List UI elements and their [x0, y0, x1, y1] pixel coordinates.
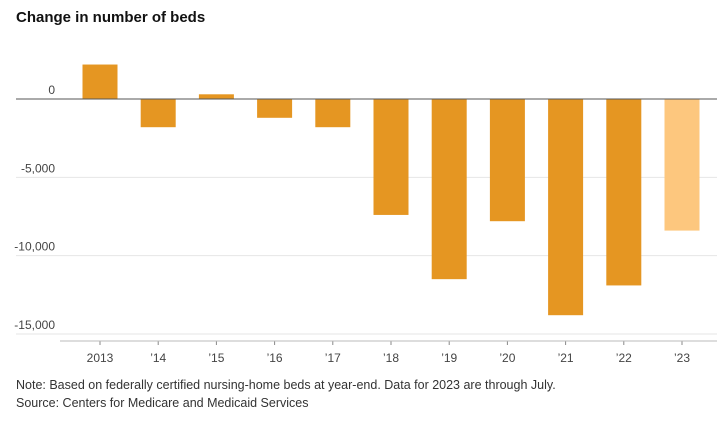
bar [664, 99, 700, 231]
note-text: Note: Based on federally certified nursi… [16, 378, 556, 392]
x-tick-label: ’15 [208, 351, 224, 365]
bar [373, 99, 409, 215]
x-tick-label: ’16 [267, 351, 283, 365]
bar [198, 94, 234, 99]
chart-title: Change in number of beds [16, 9, 206, 26]
x-tick-label: ’19 [441, 351, 457, 365]
x-tick-label: ’22 [616, 351, 632, 365]
x-tick-label: ’18 [383, 351, 399, 365]
bar [606, 99, 642, 286]
source-text: Source: Centers for Medicare and Medicai… [16, 396, 309, 410]
bar [315, 99, 351, 128]
bar [257, 99, 293, 118]
gridlines [16, 176, 717, 335]
bar-chart: 0 -5,000 -10,000 -15,000 2013 ’14 ’15 ’16 ’17 ’18… [14, 64, 717, 365]
x-tick-label: ’20 [499, 351, 515, 365]
y-tick-label: -5,000 [21, 161, 55, 175]
bar [82, 64, 118, 99]
y-tick-label: 0 [48, 83, 55, 97]
x-tick-label: ’17 [325, 351, 341, 365]
bar [140, 99, 176, 128]
bars [82, 64, 700, 316]
x-tick-label: ’23 [674, 351, 690, 365]
bar [431, 99, 467, 280]
y-tick-label: -10,000 [14, 240, 55, 254]
chart-notes: Note: Based on federally certified nursi… [16, 376, 556, 412]
x-tick-label: ’14 [150, 351, 166, 365]
y-tick-label: -15,000 [14, 318, 55, 332]
bar [548, 99, 584, 316]
bar [489, 99, 525, 222]
x-tick-label: 2013 [87, 351, 114, 365]
axes: 0 -5,000 -10,000 -15,000 2013 ’14 ’15 ’16 ’17 ’18… [14, 83, 717, 365]
x-tick-label: ’21 [558, 351, 574, 365]
